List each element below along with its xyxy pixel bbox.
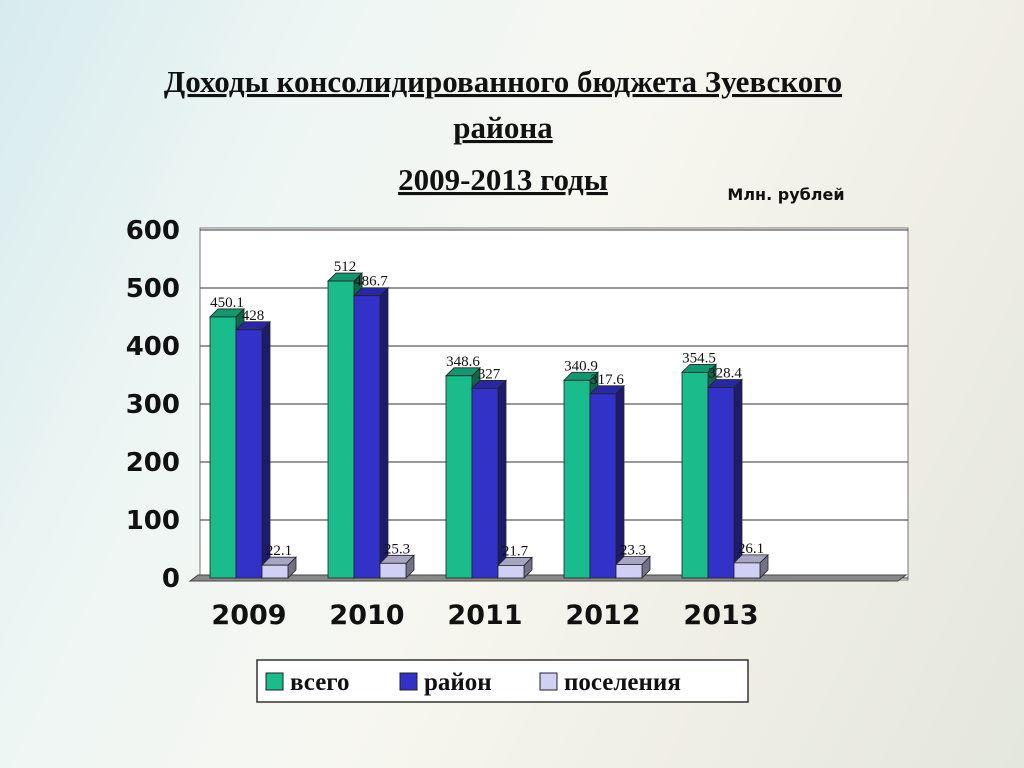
legend-swatch (265, 672, 284, 691)
value-label: 486.7 (354, 274, 388, 290)
bar-side (261, 320, 271, 579)
bar-side (379, 286, 389, 579)
value-label: 317.6 (590, 372, 624, 388)
x-tick-label: 2013 (683, 600, 758, 631)
x-tick-label: 2009 (211, 600, 286, 631)
floor (188, 574, 908, 582)
value-label: 340.9 (564, 358, 598, 374)
bar (707, 387, 735, 579)
bar (379, 562, 407, 579)
value-label: 450.1 (210, 295, 244, 311)
bar (261, 564, 289, 579)
x-tick-label: 2010 (329, 600, 404, 631)
bar (445, 375, 473, 579)
bar (733, 562, 761, 579)
y-tick-label: 400 (126, 332, 180, 362)
x-tick-label: 2011 (447, 600, 522, 631)
chart-title: района (453, 110, 553, 145)
value-label: 428 (242, 308, 265, 324)
legend-swatch (399, 672, 418, 691)
legend-label: поселения (564, 669, 681, 696)
legend-label: район (424, 669, 492, 696)
y-tick-label: 200 (126, 448, 180, 478)
bar (497, 565, 525, 579)
bar (471, 387, 499, 579)
value-label: 25.3 (384, 541, 410, 557)
chart-subtitle: 2009-2013 годы (398, 162, 608, 197)
x-tick-label: 2012 (565, 600, 640, 631)
y-tick-label: 100 (126, 506, 180, 536)
bar (209, 316, 237, 579)
value-label: 21.7 (502, 543, 529, 559)
y-tick-label: 0 (162, 564, 180, 594)
value-label: 26.1 (738, 541, 764, 557)
legend-label: всего (290, 669, 350, 696)
value-label: 512 (334, 259, 357, 275)
bar (353, 295, 381, 579)
value-label: 327 (478, 366, 501, 382)
bar (615, 564, 643, 579)
y-tick-label: 600 (126, 216, 180, 246)
chart-title: Доходы консолидированного бюджета Зуевск… (164, 64, 842, 99)
value-label: 328.4 (708, 366, 742, 382)
bar (563, 379, 591, 579)
value-label: 354.5 (682, 350, 716, 366)
legend-box (256, 659, 749, 703)
bar (681, 371, 709, 579)
value-label: 348.6 (446, 354, 480, 370)
y-tick-label: 500 (126, 274, 180, 304)
y-tick-label: 300 (126, 390, 180, 420)
value-label: 22.1 (266, 543, 292, 559)
bar (327, 280, 355, 579)
bar (235, 329, 263, 579)
legend-swatch (539, 672, 558, 691)
unit-label: Млн. рублей (727, 185, 844, 204)
value-label: 23.3 (620, 542, 646, 558)
bar (589, 393, 617, 579)
